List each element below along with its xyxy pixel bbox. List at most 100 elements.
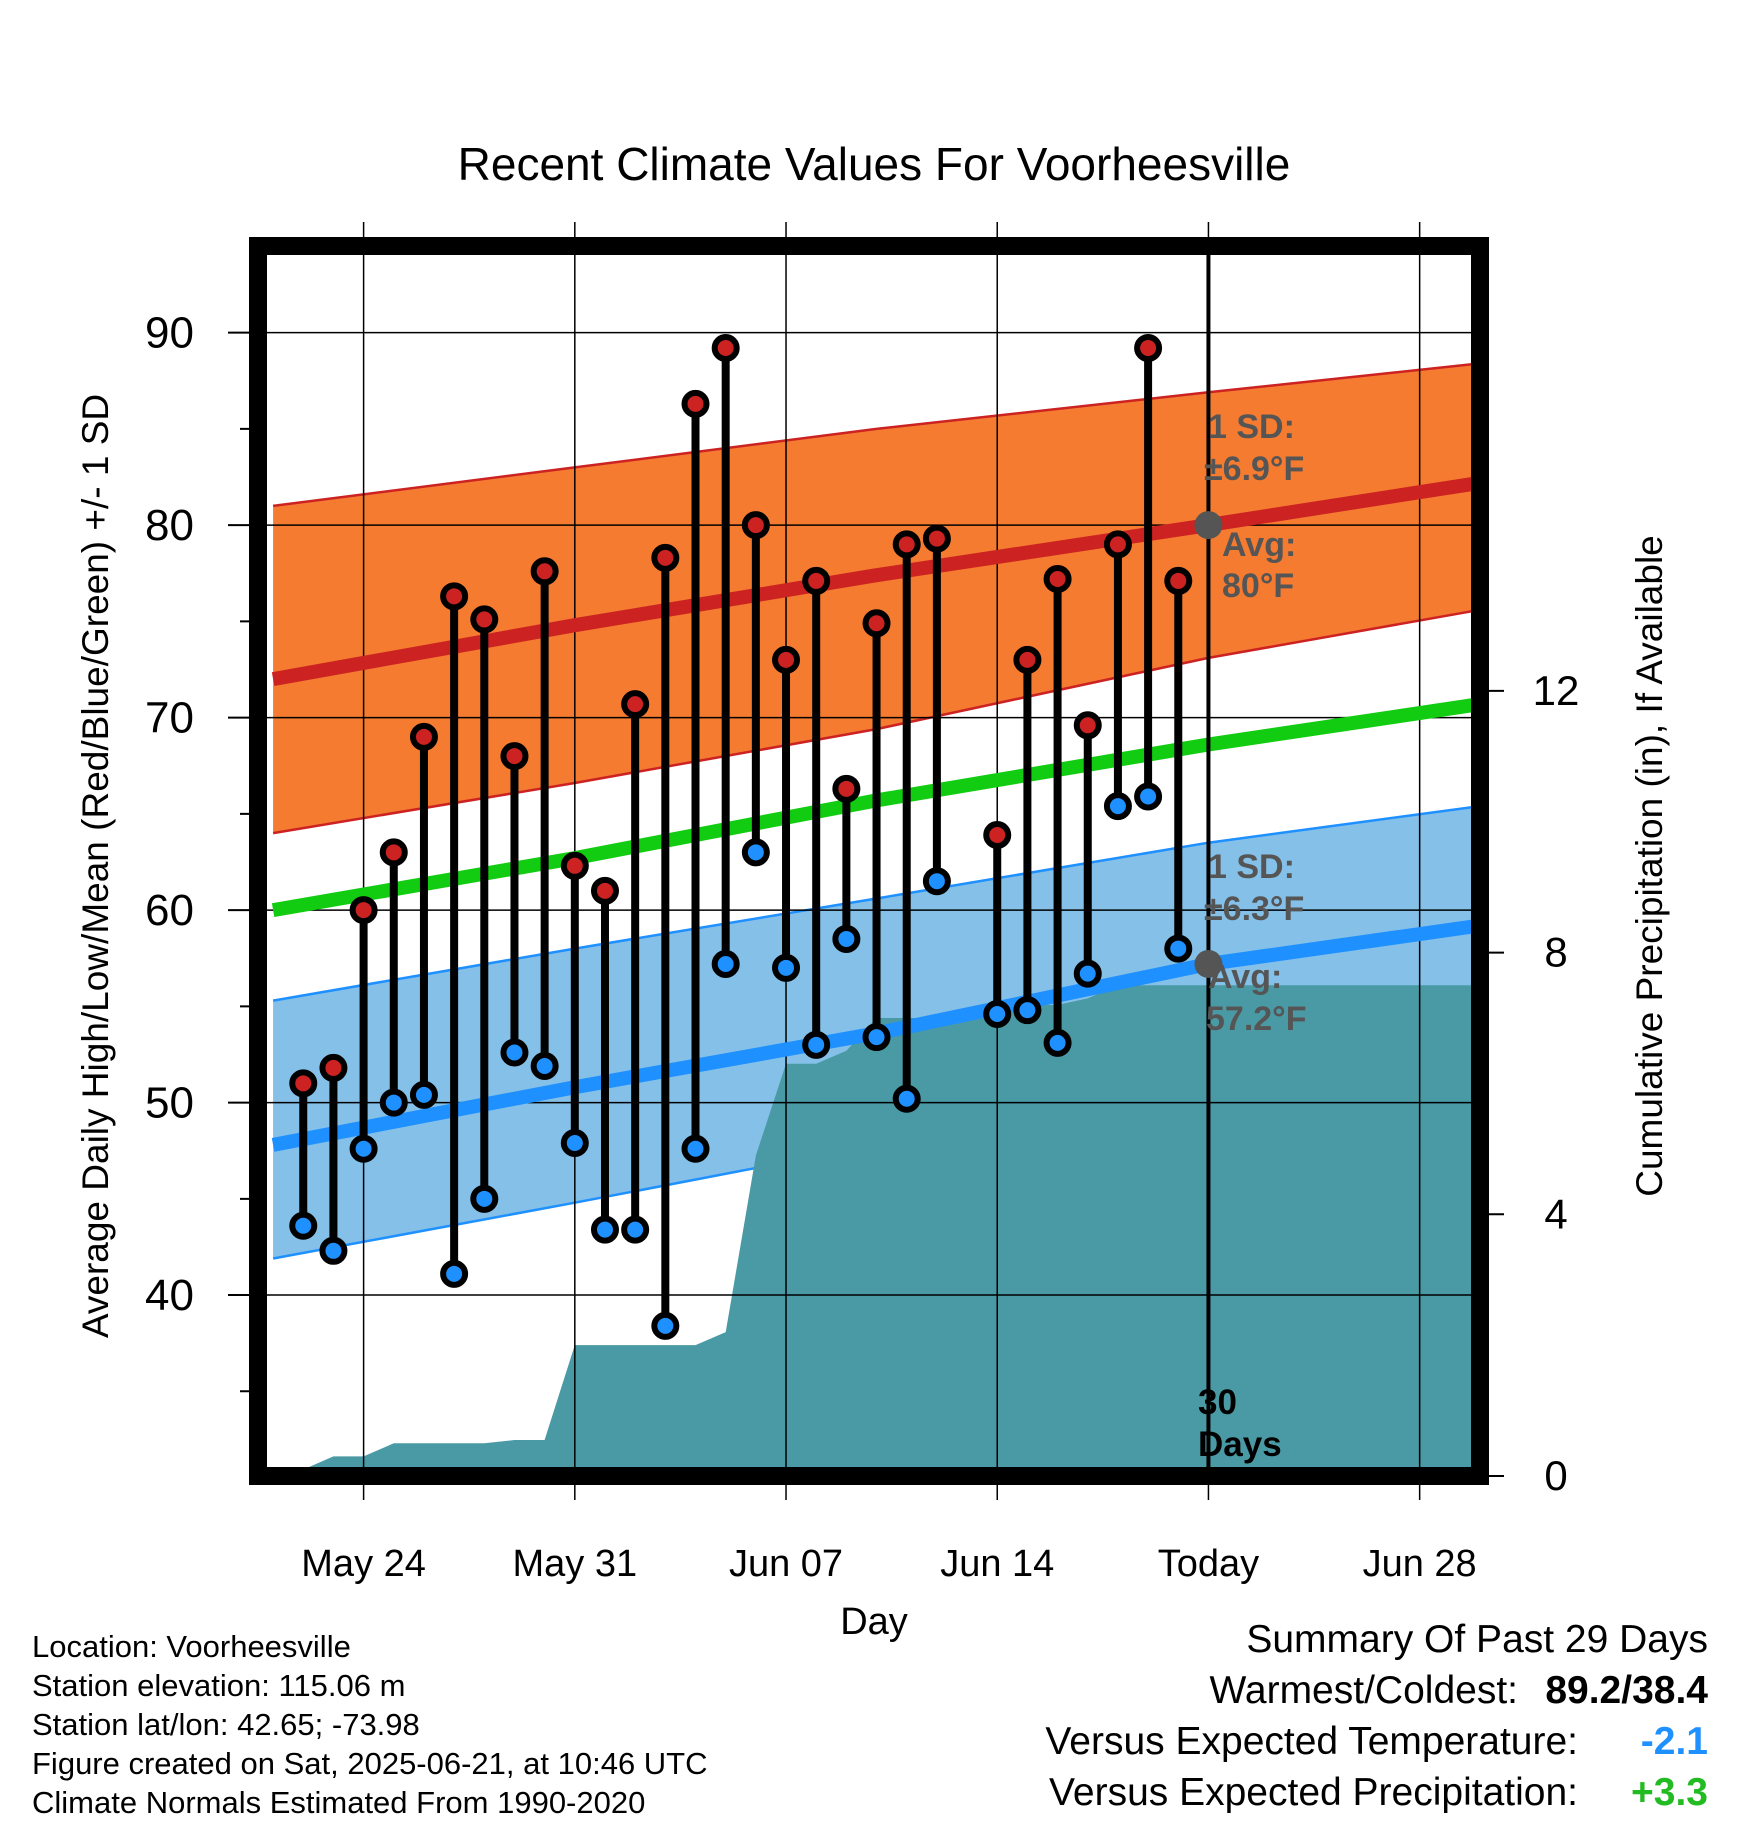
- warm-cold-value: 89.2/38.4: [1545, 1669, 1708, 1712]
- low-avg-value: 57.2°F: [1206, 1000, 1307, 1038]
- low-sd-value: ±6.3°F: [1204, 890, 1304, 928]
- high-point: [289, 1069, 318, 1098]
- created-text: Figure created on Sat, 2025-06-21, at 10…: [32, 1746, 708, 1781]
- low-point: [651, 1311, 680, 1340]
- x-tick-label: Jun 14: [940, 1543, 1054, 1585]
- high-point: [862, 609, 891, 638]
- y2-tick-label: 4: [1544, 1190, 1567, 1237]
- high-point: [922, 524, 951, 553]
- high-point: [802, 566, 831, 595]
- low-point: [470, 1184, 499, 1213]
- low-point: [440, 1259, 469, 1288]
- summary-precip: Versus Expected Precipitation: +3.3: [1045, 1767, 1708, 1818]
- low-point: [711, 949, 740, 978]
- y-tick-label: 70: [145, 694, 194, 743]
- low-point: [681, 1134, 710, 1163]
- summary-temp: Versus Expected Temperature: -2.1: [1045, 1716, 1708, 1767]
- x-axis-label: Day: [840, 1601, 908, 1643]
- high-avg-title: Avg:: [1222, 526, 1296, 564]
- low-avg-today-marker: [1194, 949, 1223, 978]
- high-point: [500, 742, 529, 771]
- high-point: [1043, 565, 1072, 594]
- high-point: [440, 582, 469, 611]
- high-point: [530, 557, 559, 586]
- high-avg-value: 80°F: [1222, 567, 1294, 605]
- high-sd-value: ±6.9°F: [1204, 450, 1304, 488]
- location-text: Location: Voorheesville: [32, 1629, 351, 1664]
- x-tick-label: May 24: [301, 1543, 426, 1585]
- low-point: [289, 1211, 318, 1240]
- high-point: [560, 851, 589, 880]
- high-point: [1134, 334, 1163, 363]
- elevation-text: Station elevation: 115.06 m: [32, 1668, 406, 1703]
- low-point: [1164, 934, 1193, 963]
- high-point: [1013, 645, 1042, 674]
- low-point: [1103, 792, 1132, 821]
- x-tick-label: Today: [1158, 1543, 1259, 1585]
- plot-frame: [249, 237, 1489, 1485]
- high-point: [621, 690, 650, 719]
- low-point: [892, 1084, 921, 1113]
- high-point: [892, 530, 921, 559]
- chart-title: Recent Climate Values For Voorheesville: [458, 138, 1291, 190]
- y-tick-label: 40: [145, 1271, 194, 1320]
- precip-value: +3.3: [1631, 1771, 1708, 1814]
- y-axis-label: Average Daily High/Low/Mean (Red/Blue/Gr…: [75, 394, 116, 1338]
- temp-label: Versus Expected Temperature:: [1045, 1720, 1578, 1763]
- high-point: [379, 838, 408, 867]
- high-point: [349, 896, 378, 925]
- low-point: [922, 867, 951, 896]
- high-point: [772, 645, 801, 674]
- days-count-unit: Days: [1198, 1425, 1282, 1464]
- x-tick-label: May 31: [513, 1543, 638, 1585]
- low-point: [772, 953, 801, 982]
- high-point: [832, 774, 861, 803]
- precip-label: Versus Expected Precipitation:: [1049, 1771, 1578, 1814]
- y2-tick-label: 0: [1544, 1452, 1567, 1499]
- y2-tick-label: 12: [1533, 667, 1580, 714]
- low-point: [379, 1088, 408, 1117]
- low-point: [1073, 959, 1102, 988]
- days-count-label: 30: [1198, 1383, 1237, 1422]
- high-avg-line: [271, 475, 1482, 686]
- latlon-text: Station lat/lon: 42.65; -73.98: [32, 1707, 420, 1742]
- y2-axis-label: Cumulative Precipitation (in), If Availa…: [1629, 535, 1670, 1197]
- low-point: [409, 1080, 438, 1109]
- high-point: [1073, 711, 1102, 740]
- temp-value: -2.1: [1640, 1720, 1708, 1763]
- high-point: [409, 722, 438, 751]
- low-point: [530, 1052, 559, 1080]
- high-point: [590, 876, 619, 905]
- warm-cold-label: Warmest/Coldest:: [1209, 1669, 1518, 1712]
- high-point: [470, 605, 499, 634]
- high-point: [983, 821, 1012, 850]
- normals-text: Climate Normals Estimated From 1990-2020: [32, 1785, 646, 1820]
- low-point: [560, 1128, 589, 1157]
- low-point: [349, 1134, 378, 1163]
- y-tick-label: 50: [145, 1079, 194, 1128]
- x-tick-label: Jun 28: [1363, 1543, 1477, 1585]
- low-point: [1134, 782, 1163, 811]
- low-sd-title: 1 SD:: [1208, 848, 1295, 886]
- high-point: [741, 511, 770, 540]
- low-point: [741, 838, 770, 867]
- low-avg-title: Avg:: [1208, 958, 1282, 996]
- low-point: [1013, 996, 1042, 1025]
- high-point: [1103, 530, 1132, 559]
- low-point: [832, 924, 861, 953]
- station-info: Location: Voorheesville Station elevatio…: [32, 1627, 708, 1822]
- high-point: [1164, 566, 1193, 595]
- high-point: [681, 389, 710, 418]
- high-avg-today-marker: [1194, 511, 1223, 540]
- high-point: [711, 334, 740, 363]
- low-point: [621, 1215, 650, 1244]
- high-sd-title: 1 SD:: [1208, 408, 1295, 446]
- y2-tick-label: 8: [1544, 929, 1567, 976]
- low-point: [319, 1236, 348, 1265]
- y-tick-label: 60: [145, 886, 194, 935]
- low-point: [862, 1023, 891, 1052]
- summary-title: Summary Of Past 29 Days: [1246, 1618, 1708, 1661]
- high-sd-upper-line: [272, 362, 1481, 508]
- high-point: [651, 543, 680, 572]
